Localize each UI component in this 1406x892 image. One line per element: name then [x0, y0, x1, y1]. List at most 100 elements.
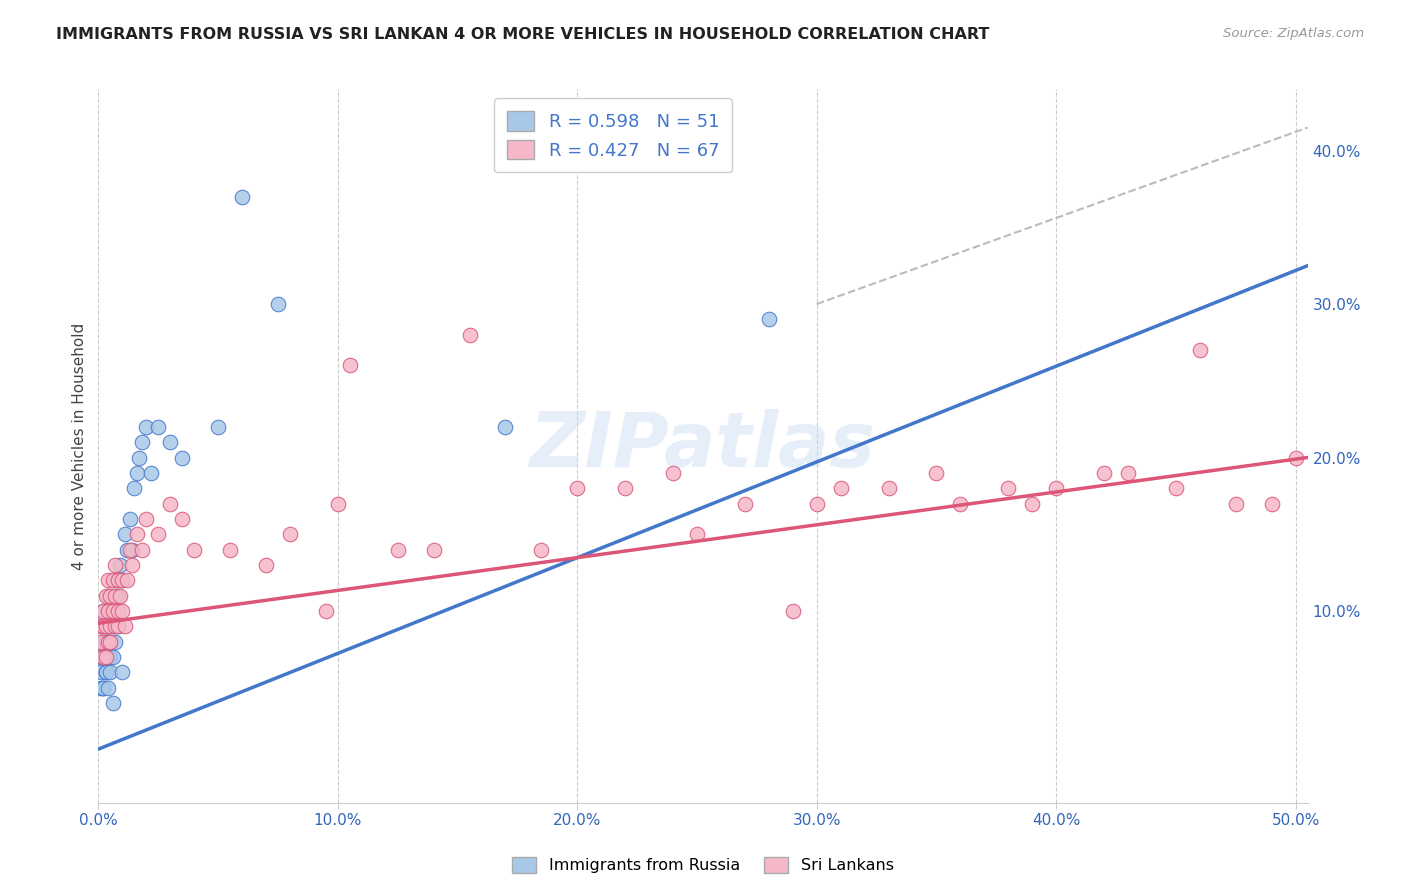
Point: [782, 604, 804, 618]
Point: [97, 634, 120, 648]
Point: [125, 466, 148, 480]
Point: [686, 527, 709, 541]
Point: [231, 189, 253, 203]
Point: [806, 497, 828, 511]
Point: [172, 512, 194, 526]
Point: [91, 681, 114, 695]
Point: [387, 542, 409, 557]
Point: [1021, 497, 1043, 511]
Point: [118, 512, 141, 526]
Y-axis label: 4 or more Vehicles in Household: 4 or more Vehicles in Household: [72, 322, 87, 570]
Point: [100, 604, 122, 618]
Point: [101, 604, 124, 618]
Point: [1164, 481, 1187, 495]
Point: [315, 604, 337, 618]
Point: [131, 435, 153, 450]
Text: IMMIGRANTS FROM RUSSIA VS SRI LANKAN 4 OR MORE VEHICLES IN HOUSEHOLD CORRELATION: IMMIGRANTS FROM RUSSIA VS SRI LANKAN 4 O…: [56, 27, 990, 42]
Point: [949, 497, 972, 511]
Point: [90, 634, 112, 648]
Point: [94, 589, 117, 603]
Point: [91, 681, 114, 695]
Point: [104, 619, 127, 633]
Point: [111, 574, 134, 588]
Point: [90, 619, 112, 633]
Point: [254, 558, 277, 572]
Point: [97, 634, 120, 648]
Point: [111, 604, 134, 618]
Point: [121, 558, 143, 572]
Point: [91, 604, 114, 618]
Point: [107, 604, 129, 618]
Point: [135, 419, 157, 434]
Point: [139, 466, 162, 480]
Point: [326, 497, 349, 511]
Point: [111, 665, 134, 680]
Point: [97, 681, 120, 695]
Point: [100, 589, 122, 603]
Point: [97, 619, 120, 633]
Legend: Immigrants from Russia, Sri Lankans: Immigrants from Russia, Sri Lankans: [506, 850, 900, 880]
Point: [91, 619, 114, 633]
Point: [128, 450, 150, 465]
Point: [101, 619, 124, 633]
Point: [104, 574, 127, 588]
Point: [91, 650, 114, 665]
Point: [422, 542, 444, 557]
Point: [108, 558, 131, 572]
Point: [121, 542, 143, 557]
Point: [94, 619, 117, 633]
Point: [125, 527, 148, 541]
Point: [115, 574, 138, 588]
Point: [107, 619, 129, 633]
Point: [114, 619, 136, 633]
Point: [101, 696, 124, 710]
Text: Source: ZipAtlas.com: Source: ZipAtlas.com: [1223, 27, 1364, 40]
Point: [1045, 481, 1067, 495]
Point: [118, 542, 141, 557]
Point: [97, 650, 120, 665]
Point: [100, 619, 122, 633]
Point: [1284, 450, 1306, 465]
Point: [104, 558, 127, 572]
Point: [662, 466, 685, 480]
Point: [91, 650, 114, 665]
Point: [1188, 343, 1211, 357]
Point: [207, 419, 229, 434]
Point: [172, 450, 194, 465]
Legend: R = 0.598   N = 51, R = 0.427   N = 67: R = 0.598 N = 51, R = 0.427 N = 67: [495, 98, 731, 172]
Point: [100, 634, 122, 648]
Point: [107, 574, 129, 588]
Point: [1260, 497, 1282, 511]
Point: [1225, 497, 1247, 511]
Point: [135, 512, 157, 526]
Point: [458, 327, 481, 342]
Text: ZIPatlas: ZIPatlas: [530, 409, 876, 483]
Point: [267, 297, 290, 311]
Point: [830, 481, 852, 495]
Point: [100, 634, 122, 648]
Point: [124, 481, 146, 495]
Point: [94, 634, 117, 648]
Point: [614, 481, 637, 495]
Point: [925, 466, 948, 480]
Point: [94, 619, 117, 633]
Point: [94, 665, 117, 680]
Point: [97, 589, 120, 603]
Point: [148, 527, 170, 541]
Point: [1116, 466, 1139, 480]
Point: [159, 497, 181, 511]
Point: [148, 419, 170, 434]
Point: [94, 665, 117, 680]
Point: [219, 542, 242, 557]
Point: [115, 542, 138, 557]
Point: [94, 650, 117, 665]
Point: [101, 650, 124, 665]
Point: [100, 650, 122, 665]
Point: [159, 435, 181, 450]
Point: [100, 665, 122, 680]
Point: [530, 542, 553, 557]
Point: [877, 481, 900, 495]
Point: [97, 604, 120, 618]
Point: [183, 542, 205, 557]
Point: [107, 619, 129, 633]
